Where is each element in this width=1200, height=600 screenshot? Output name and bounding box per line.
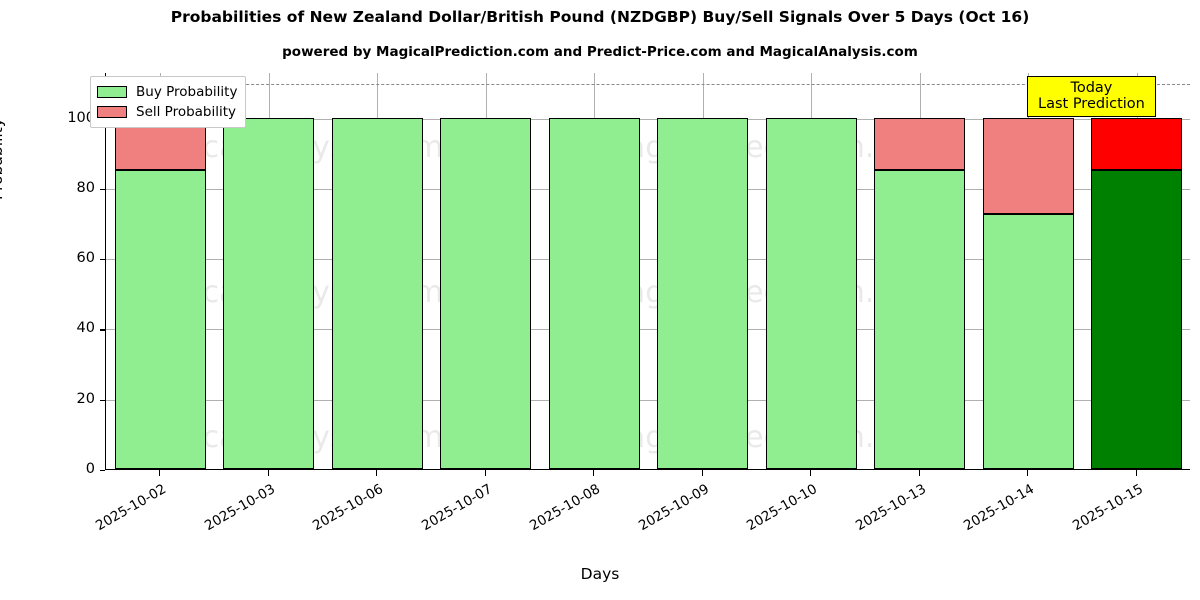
y-axis-tick-mark <box>100 399 105 401</box>
gridline-horizontal <box>106 118 1190 120</box>
bar-segment-sell[interactable] <box>874 117 966 171</box>
today-annotation-box: Today Last Prediction <box>1027 76 1156 118</box>
x-axis-tick-mark <box>267 470 269 476</box>
bar-group[interactable] <box>982 72 1074 469</box>
bar-segment-buy[interactable] <box>982 214 1074 469</box>
legend-swatch-sell <box>97 106 127 118</box>
y-axis-tick-mark <box>100 259 105 261</box>
x-axis-tick-label: 2025-10-07 <box>418 481 495 535</box>
x-axis-tick-label: 2025-10-06 <box>310 481 387 535</box>
x-axis-tick-mark <box>159 470 161 476</box>
x-axis-tick-label: 2025-10-02 <box>93 481 170 535</box>
bar-segment-sell[interactable] <box>1091 117 1183 171</box>
bar-group[interactable] <box>657 72 749 469</box>
y-axis-tick-label: 60 <box>76 250 95 267</box>
bar-segment-buy[interactable] <box>1091 170 1183 469</box>
x-axis-title: Days <box>580 565 620 583</box>
y-axis-tick-label: 80 <box>76 179 95 196</box>
bar-group[interactable] <box>331 72 423 469</box>
gridline-horizontal <box>106 329 1190 331</box>
y-axis-tick-label: 40 <box>76 320 95 337</box>
legend-item[interactable]: Buy Probability <box>97 82 237 102</box>
chart-title: Probabilities of New Zealand Dollar/Brit… <box>170 8 1030 26</box>
threshold-dashed-line <box>106 83 1190 85</box>
x-axis-tick-mark <box>376 470 378 476</box>
bar-segment-buy[interactable] <box>440 117 532 469</box>
bar-segment-buy[interactable] <box>223 117 315 469</box>
bar-segment-buy[interactable] <box>765 117 857 469</box>
x-axis-tick-mark <box>701 470 703 476</box>
x-axis-tick-label: 2025-10-14 <box>961 481 1038 535</box>
y-axis-tick-label: 20 <box>76 390 95 407</box>
bar-group[interactable] <box>874 72 966 469</box>
legend-label: Buy Probability <box>136 84 238 100</box>
chart-subtitle: powered by MagicalPrediction.com and Pre… <box>282 44 918 60</box>
x-axis-tick-label: 2025-10-15 <box>1069 481 1146 535</box>
bar-group[interactable] <box>440 72 532 469</box>
bar-segment-buy[interactable] <box>548 117 640 469</box>
y-axis-tick-label: 0 <box>85 461 95 477</box>
plot-area: MagicalAnalysis.comMagicalPrediction.com… <box>105 73 1190 470</box>
y-axis-tick-label: 100 <box>67 109 95 126</box>
gridline-horizontal <box>106 188 1190 190</box>
legend-label: Sell Probability <box>136 104 237 120</box>
bar-group[interactable] <box>223 72 315 469</box>
x-axis-tick-mark <box>810 470 812 476</box>
bar-group[interactable] <box>114 72 206 469</box>
bar-group[interactable] <box>1091 72 1183 469</box>
y-axis-tick-mark <box>100 329 105 331</box>
x-axis-tick-mark <box>484 470 486 476</box>
bar-segment-sell[interactable] <box>982 117 1074 215</box>
x-axis-tick-label: 2025-10-09 <box>635 481 712 535</box>
legend-swatch-buy <box>97 86 127 98</box>
bar-group[interactable] <box>765 72 857 469</box>
bar-group[interactable] <box>548 72 640 469</box>
plot-inner: MagicalAnalysis.comMagicalPrediction.com… <box>106 73 1190 469</box>
y-axis-title: Probability <box>0 118 6 200</box>
x-axis-tick-mark <box>1135 470 1137 476</box>
x-axis-tick-mark <box>593 470 595 476</box>
today-annotation-line1: Today <box>1070 80 1113 96</box>
x-axis-tick-mark <box>1027 470 1029 476</box>
bar-segment-buy[interactable] <box>874 170 966 469</box>
x-axis-tick-label: 2025-10-03 <box>201 481 278 535</box>
x-axis-tick-label: 2025-10-08 <box>527 481 604 535</box>
today-annotation-line2: Last Prediction <box>1038 96 1145 113</box>
x-axis-tick-label: 2025-10-10 <box>744 481 821 535</box>
legend-item[interactable]: Sell Probability <box>97 102 237 122</box>
bar-segment-buy[interactable] <box>657 117 749 469</box>
bar-segment-buy[interactable] <box>331 117 423 469</box>
gridline-horizontal <box>106 259 1190 261</box>
x-axis-tick-label: 2025-10-13 <box>852 481 929 535</box>
x-axis-tick-mark <box>918 470 920 476</box>
y-axis-tick-mark <box>100 470 105 472</box>
bar-segment-buy[interactable] <box>114 170 206 469</box>
gridline-horizontal <box>106 399 1190 401</box>
y-axis-tick-mark <box>100 188 105 191</box>
chart-legend: Buy Probability Sell Probability <box>90 76 247 128</box>
